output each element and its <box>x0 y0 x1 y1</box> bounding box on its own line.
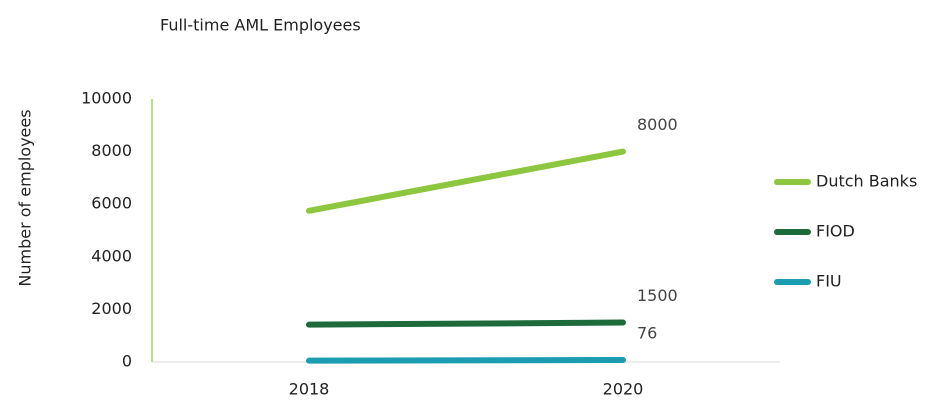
y-tick-label: 8000 <box>91 141 132 160</box>
legend-label: Dutch Banks <box>816 172 917 191</box>
y-tick-label: 10000 <box>81 89 132 108</box>
x-tick-label: 2018 <box>289 380 330 399</box>
y-tick-label: 4000 <box>91 246 132 265</box>
data-label: 76 <box>637 324 657 343</box>
data-label: 8000 <box>637 115 678 134</box>
legend-label: FIOD <box>816 222 855 241</box>
y-tick-label: 2000 <box>91 299 132 318</box>
series-line <box>306 148 626 214</box>
data-label: 1500 <box>637 286 678 305</box>
legend-label: FIU <box>816 272 842 291</box>
x-tick-label: 2020 <box>603 380 644 399</box>
series-line <box>306 319 626 328</box>
y-tick-label: 0 <box>122 352 132 371</box>
series-line <box>306 357 626 364</box>
y-tick-label: 6000 <box>91 194 132 213</box>
y-axis-label: Number of employees <box>16 109 35 286</box>
chart-title: Full-time AML Employees <box>160 16 361 35</box>
